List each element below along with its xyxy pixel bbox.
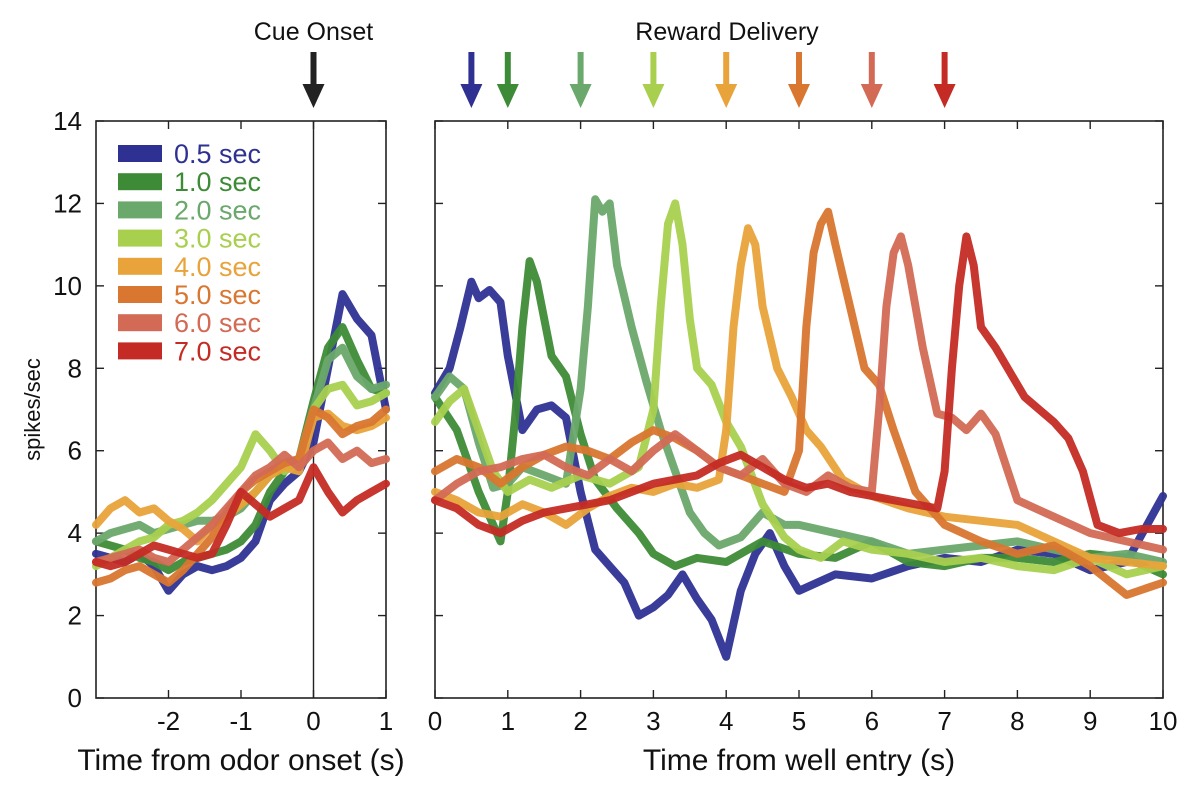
x-axis-title: Time from odor onset (s) xyxy=(77,744,404,777)
x-tick-label: -2 xyxy=(157,706,180,736)
y-tick-label: 0 xyxy=(68,683,82,713)
y-tick-label: 2 xyxy=(68,601,82,631)
legend-swatch-7 xyxy=(118,342,162,360)
y-tick-label: 4 xyxy=(68,518,82,548)
legend-label-6: 6.0 sec xyxy=(174,308,261,338)
reward-arrow-5-head xyxy=(788,84,810,108)
x-tick-label: 6 xyxy=(865,706,879,736)
x-tick-label: 1 xyxy=(379,706,393,736)
series-line-odor-3 xyxy=(92,380,390,571)
series-line-well-2 xyxy=(431,195,1167,566)
legend-swatch-4 xyxy=(118,257,162,275)
legend-swatch-3 xyxy=(118,229,162,247)
reward-arrow-7-head xyxy=(933,84,956,108)
x-tick-label: -1 xyxy=(229,706,252,736)
y-tick-label: 10 xyxy=(53,271,82,301)
legend-swatch-0 xyxy=(118,145,162,162)
legend-swatch-2 xyxy=(118,201,162,219)
reward-delivery-label: Reward Delivery xyxy=(635,18,819,46)
y-tick-label: 14 xyxy=(53,106,82,136)
legend-swatch-1 xyxy=(118,173,162,191)
reward-arrow-0-head xyxy=(460,84,483,108)
x-tick-label: 0 xyxy=(428,706,442,736)
series-line-well-3 xyxy=(431,199,1167,579)
legend-label-7: 7.0 sec xyxy=(174,336,261,366)
x-tick-label: 2 xyxy=(573,706,587,736)
series-line-well-5 xyxy=(431,207,1167,599)
x-tick-label: 5 xyxy=(792,706,806,736)
series-line-well-6 xyxy=(431,232,1167,554)
legend-label-3: 3.0 sec xyxy=(174,224,261,254)
y-tick-label: 8 xyxy=(68,353,82,383)
reward-arrow-2-head xyxy=(569,84,592,108)
y-tick-label: 12 xyxy=(53,188,82,218)
x-tick-label: 0 xyxy=(306,706,320,736)
x-axis-title: Time from well entry (s) xyxy=(643,744,955,777)
reward-arrow-3-head xyxy=(642,84,665,108)
legend-label-0: 0.5 sec xyxy=(174,139,261,169)
y-tick-label: 6 xyxy=(68,436,82,466)
x-tick-label: 8 xyxy=(1010,706,1024,736)
series-line-odor-1 xyxy=(92,323,390,575)
x-tick-label: 3 xyxy=(646,706,660,736)
legend-label-1: 1.0 sec xyxy=(174,167,261,197)
reward-arrow-4-head xyxy=(715,84,738,108)
x-tick-label: 7 xyxy=(937,706,951,736)
reward-arrow-1-head xyxy=(496,84,519,108)
cue-onset-arrow-head xyxy=(302,84,325,108)
cue-onset-label: Cue Onset xyxy=(254,18,374,46)
x-tick-label: 4 xyxy=(719,706,733,736)
reward-arrow-6-head xyxy=(860,84,883,108)
legend-label-5: 5.0 sec xyxy=(174,280,261,310)
x-tick-label: 9 xyxy=(1083,706,1097,736)
y-axis-title: spikes/sec xyxy=(20,358,45,461)
legend-swatch-5 xyxy=(118,286,162,303)
series-line-well-7 xyxy=(431,232,1167,538)
series-line-odor-7 xyxy=(92,463,390,571)
series-line-well-4 xyxy=(431,224,1167,571)
legend-swatch-6 xyxy=(118,314,162,332)
legend-label-4: 4.0 sec xyxy=(174,252,261,282)
x-tick-label: 1 xyxy=(501,706,515,736)
series-line-odor-4 xyxy=(92,409,390,546)
legend-label-2: 2.0 sec xyxy=(174,195,261,225)
x-tick-label: 10 xyxy=(1149,706,1178,736)
